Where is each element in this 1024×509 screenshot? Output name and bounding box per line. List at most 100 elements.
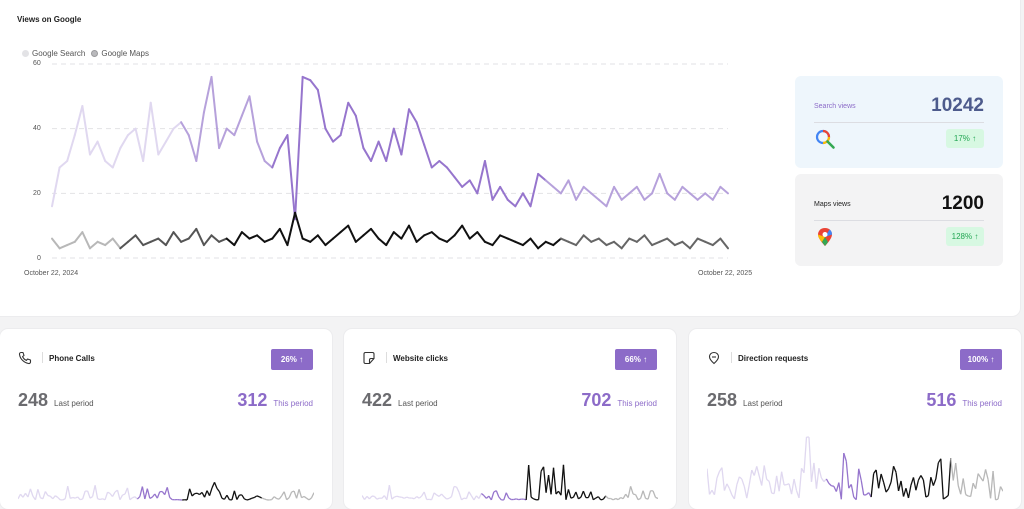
series-line-google-search [568, 180, 576, 199]
series-line-google-maps [561, 239, 569, 242]
series-line-google-maps [98, 242, 106, 245]
series-line-google-search [515, 193, 523, 206]
sparkline-segment [859, 469, 861, 480]
series-line-google-maps [52, 239, 60, 249]
sparkline-segment [534, 499, 536, 500]
sparkline-chart [362, 424, 658, 504]
series-line-google-maps [379, 239, 387, 245]
sparkline-segment [289, 492, 291, 498]
sparkline-segment [896, 472, 898, 491]
sparkline-segment [38, 489, 40, 497]
sparkline-segment [210, 488, 212, 496]
sparkline-segment [93, 485, 95, 496]
sparkline-segment [252, 498, 254, 499]
sparkline-segment [774, 476, 776, 494]
series-line-google-maps [287, 213, 295, 245]
sparkline-segment [996, 499, 998, 500]
sparkline-segment [991, 471, 993, 498]
series-line-google-search [561, 180, 569, 193]
sparkline-segment [299, 489, 301, 497]
sparkline-segment [956, 463, 958, 486]
series-line-google-search [249, 96, 257, 141]
series-line-google-search [531, 174, 539, 206]
series-line-google-search [606, 187, 614, 206]
last-period: 422 Last period [362, 390, 438, 411]
sparkline-segment [643, 491, 645, 499]
sparkline-segment [147, 489, 149, 499]
sparkline-segment [434, 493, 436, 495]
sparkline-segment [237, 495, 239, 499]
sparkline-segment [596, 497, 598, 498]
sparkline-segment [215, 482, 217, 488]
sparkline-segment [881, 474, 883, 482]
series-line-google-search [667, 193, 675, 199]
sparkline-segment [581, 491, 583, 497]
sparkline-segment [767, 479, 769, 481]
sparkline-segment [83, 491, 85, 499]
sparkline-segment [514, 499, 516, 500]
series-line-google-search [371, 142, 379, 161]
sparkline-segment [417, 497, 419, 499]
sparkline-segment [831, 486, 833, 487]
sparkline-segment [469, 492, 471, 496]
series-line-google-maps [280, 229, 288, 245]
series-line-google-search [105, 161, 113, 167]
sparkline-segment [894, 466, 896, 472]
series-line-google-maps [553, 239, 561, 245]
sparkline-segment [90, 497, 92, 499]
series-line-google-maps [417, 235, 425, 241]
sparkline-segment [978, 474, 980, 478]
sparkline-segment [983, 469, 985, 481]
series-line-google-maps [432, 232, 440, 238]
series-line-google-search [401, 109, 409, 154]
divider [731, 352, 732, 363]
series-line-google-maps [690, 239, 698, 249]
sparkline-segment [606, 496, 608, 499]
sparkline-segment [442, 494, 444, 497]
sparkline-segment [566, 489, 568, 499]
sparkline-segment [762, 465, 764, 485]
sparkline-segment [127, 488, 129, 500]
sparkline-segment [598, 497, 600, 500]
sparkline-segment [137, 497, 139, 499]
series-line-google-maps [660, 239, 668, 242]
series-line-google-search [417, 122, 425, 145]
sparkline-segment [187, 489, 189, 500]
sparkline-segment [397, 496, 399, 497]
sparkline-segment [284, 492, 286, 500]
sparkline-segment [45, 491, 47, 495]
sparkline-segment [539, 471, 541, 499]
sparkline-segment [362, 496, 364, 500]
sparkline-segment [394, 496, 396, 497]
sparkline-segment [392, 497, 394, 499]
sparkline-segment [976, 474, 978, 489]
series-line-google-maps [318, 235, 326, 245]
sparkline-segment [804, 437, 806, 473]
series-line-google-maps [455, 226, 463, 236]
series-line-google-maps [67, 242, 75, 245]
sparkline-segment [744, 486, 746, 498]
sparkline-segment [916, 480, 918, 490]
series-line-google-maps [234, 232, 242, 245]
views-on-google-card: Views on Google Google Search Google Map… [0, 0, 1020, 316]
sparkline-segment [504, 493, 506, 500]
website-icon [362, 351, 376, 365]
sparkline-segment [631, 486, 633, 494]
series-line-google-maps [675, 242, 683, 245]
series-line-google-search [219, 129, 227, 148]
series-line-google-search [523, 193, 531, 206]
series-line-google-maps [401, 226, 409, 239]
series-line-google-search [227, 129, 235, 135]
sparkline-segment [247, 499, 249, 500]
sparkline-segment [419, 496, 421, 498]
sparkline-segment [747, 484, 749, 498]
sparkline-segment [18, 494, 20, 499]
sparkline-segment [936, 463, 938, 479]
sparkline-segment [447, 498, 449, 499]
sparkline-segment [861, 480, 863, 495]
series-line-google-search [591, 193, 599, 199]
sparkline-segment [653, 491, 655, 497]
this-period-value: 702 [581, 390, 611, 411]
sparkline-segment [274, 497, 276, 499]
sparkline-segment [389, 485, 391, 499]
